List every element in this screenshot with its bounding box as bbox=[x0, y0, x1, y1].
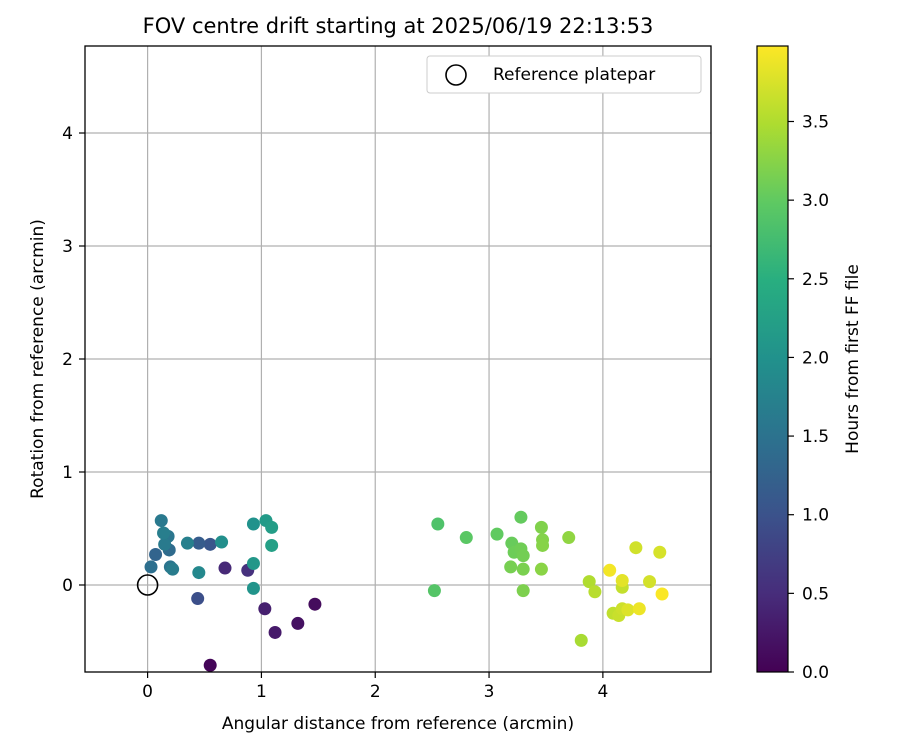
data-point bbox=[621, 603, 635, 617]
y-tick-label: 3 bbox=[62, 237, 73, 257]
data-point bbox=[588, 585, 602, 599]
data-point bbox=[157, 526, 171, 540]
data-point bbox=[504, 560, 518, 574]
x-tick-label: 3 bbox=[484, 682, 495, 702]
y-axis-ticks: 0 1 2 3 4 bbox=[62, 124, 85, 596]
legend-label: Reference platepar bbox=[493, 65, 655, 85]
colorbar-tick-label: 3.5 bbox=[802, 112, 829, 132]
data-point bbox=[291, 616, 305, 630]
data-point bbox=[514, 510, 528, 524]
data-point bbox=[203, 537, 217, 551]
data-point bbox=[149, 547, 163, 561]
data-point bbox=[534, 520, 548, 534]
legend-box bbox=[426, 55, 702, 94]
data-point bbox=[615, 573, 629, 587]
data-point bbox=[218, 561, 232, 575]
chart-title: FOV centre drift starting at 2025/06/19 … bbox=[143, 14, 654, 38]
x-axis-label: Angular distance from reference (arcmin) bbox=[222, 714, 574, 734]
colorbar-tick-label: 3.0 bbox=[802, 191, 829, 211]
data-point bbox=[246, 557, 260, 571]
colorbar-tick-label: 1.0 bbox=[802, 506, 829, 526]
x-tick-label: 1 bbox=[256, 682, 267, 702]
data-point bbox=[574, 633, 588, 647]
data-point bbox=[643, 575, 657, 589]
data-point bbox=[246, 517, 260, 531]
data-point bbox=[629, 541, 643, 555]
data-point bbox=[215, 535, 229, 549]
x-axis-ticks: 0 1 2 3 4 bbox=[142, 672, 608, 702]
colorbar-ticks: 0.0 0.5 1.0 1.5 2.0 2.5 3.0 3.5 bbox=[788, 112, 829, 683]
y-tick-label: 0 bbox=[62, 576, 73, 596]
data-point bbox=[516, 549, 530, 563]
data-point bbox=[158, 537, 172, 551]
colorbar-tick-label: 0.0 bbox=[802, 663, 829, 683]
data-point bbox=[516, 584, 530, 598]
colorbar-tick-label: 2.0 bbox=[802, 348, 829, 368]
data-point bbox=[516, 562, 530, 576]
data-point bbox=[490, 527, 504, 541]
data-point bbox=[603, 563, 617, 577]
data-point bbox=[166, 562, 180, 576]
y-axis-label: Rotation from reference (arcmin) bbox=[28, 219, 48, 499]
data-point bbox=[427, 584, 441, 598]
colorbar-gradient bbox=[756, 45, 789, 673]
reference-point bbox=[136, 574, 159, 596]
legend: Reference platepar bbox=[426, 55, 702, 94]
data-point bbox=[258, 602, 272, 616]
legend-reference-marker-icon bbox=[445, 64, 467, 86]
y-tick-label: 1 bbox=[62, 463, 73, 483]
data-point bbox=[562, 531, 576, 545]
colorbar: 0.0 0.5 1.0 1.5 2.0 2.5 3.0 3.5 Hours from firs… bbox=[756, 45, 863, 683]
x-tick-label: 2 bbox=[370, 682, 381, 702]
plot-frame bbox=[84, 45, 712, 673]
data-point bbox=[632, 602, 646, 616]
data-point bbox=[655, 587, 669, 601]
data-point bbox=[144, 560, 158, 574]
data-point bbox=[536, 538, 550, 552]
data-point bbox=[203, 658, 217, 672]
x-tick-label: 0 bbox=[142, 682, 153, 702]
y-tick-label: 4 bbox=[62, 124, 73, 144]
data-point bbox=[192, 536, 206, 550]
colorbar-tick-label: 2.5 bbox=[802, 270, 829, 290]
data-point bbox=[582, 575, 596, 589]
data-point bbox=[431, 517, 445, 531]
reference-marker bbox=[136, 574, 159, 596]
data-point bbox=[246, 581, 260, 595]
colorbar-tick-label: 1.5 bbox=[802, 427, 829, 447]
y-tick-label: 2 bbox=[62, 350, 73, 370]
data-point bbox=[265, 520, 279, 534]
data-point bbox=[191, 592, 205, 606]
data-point bbox=[265, 538, 279, 552]
data-point bbox=[192, 566, 206, 580]
data-point bbox=[308, 597, 322, 611]
grid-lines bbox=[85, 46, 711, 672]
data-point bbox=[534, 562, 548, 576]
data-points bbox=[144, 510, 669, 672]
colorbar-tick-label: 0.5 bbox=[802, 584, 829, 604]
data-point bbox=[459, 531, 473, 545]
data-point bbox=[653, 545, 667, 559]
data-point bbox=[268, 625, 282, 639]
colorbar-label: Hours from first FF file bbox=[843, 264, 863, 454]
data-point bbox=[154, 514, 168, 528]
data-point bbox=[180, 536, 194, 550]
x-tick-label: 4 bbox=[597, 682, 608, 702]
